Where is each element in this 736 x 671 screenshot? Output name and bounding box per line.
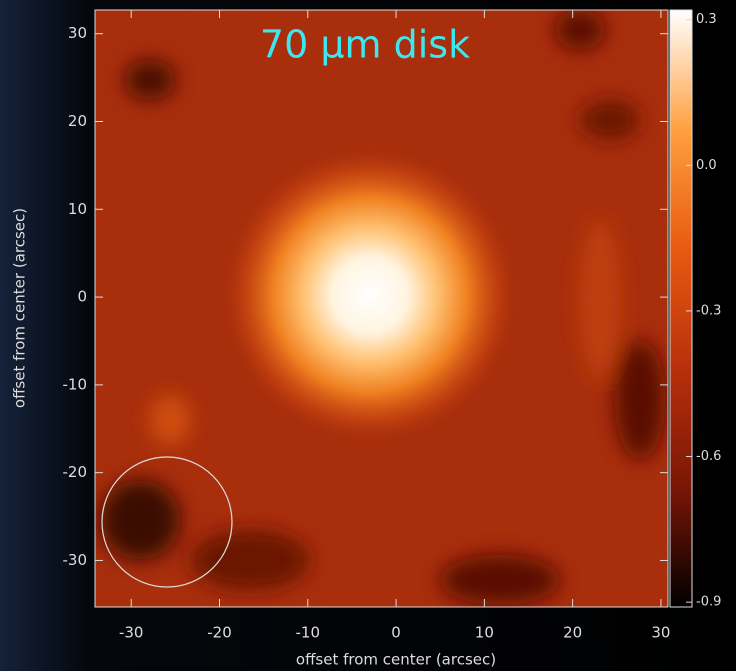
colorbar [670, 10, 692, 607]
x-axis-label: offset from center (arcsec) [296, 651, 496, 669]
y-tick-label: -20 [63, 463, 88, 481]
y-tick-label: 0 [77, 288, 87, 306]
x-tick-label: -20 [207, 624, 232, 642]
x-tick-label: -10 [296, 624, 321, 642]
colorbar-tick-label: -0.3 [696, 303, 721, 318]
x-tick-label: 20 [563, 624, 582, 642]
x-tick-label: -30 [119, 624, 144, 642]
y-tick-label: -30 [63, 551, 88, 569]
y-tick-label: 30 [68, 24, 87, 42]
y-tick-label: -10 [63, 375, 88, 393]
y-tick-label: 20 [68, 112, 87, 130]
y-axis-label: offset from center (arcsec) [11, 208, 29, 408]
x-tick-label: 0 [391, 624, 401, 642]
colorbar-tick-label: 0.3 [696, 12, 717, 27]
chart: 70 μm disk offset from center (arcsec) o… [0, 0, 736, 671]
image [95, 10, 668, 607]
y-tick-label: 10 [68, 200, 87, 218]
colorbar-tick-label: -0.9 [696, 595, 721, 610]
chart-title: 70 μm disk [260, 23, 470, 67]
colorbar-tick-label: 0.0 [696, 158, 717, 173]
colorbar-tick-label: -0.6 [696, 449, 721, 464]
x-tick-label: 10 [475, 624, 494, 642]
x-tick-label: 30 [651, 624, 670, 642]
